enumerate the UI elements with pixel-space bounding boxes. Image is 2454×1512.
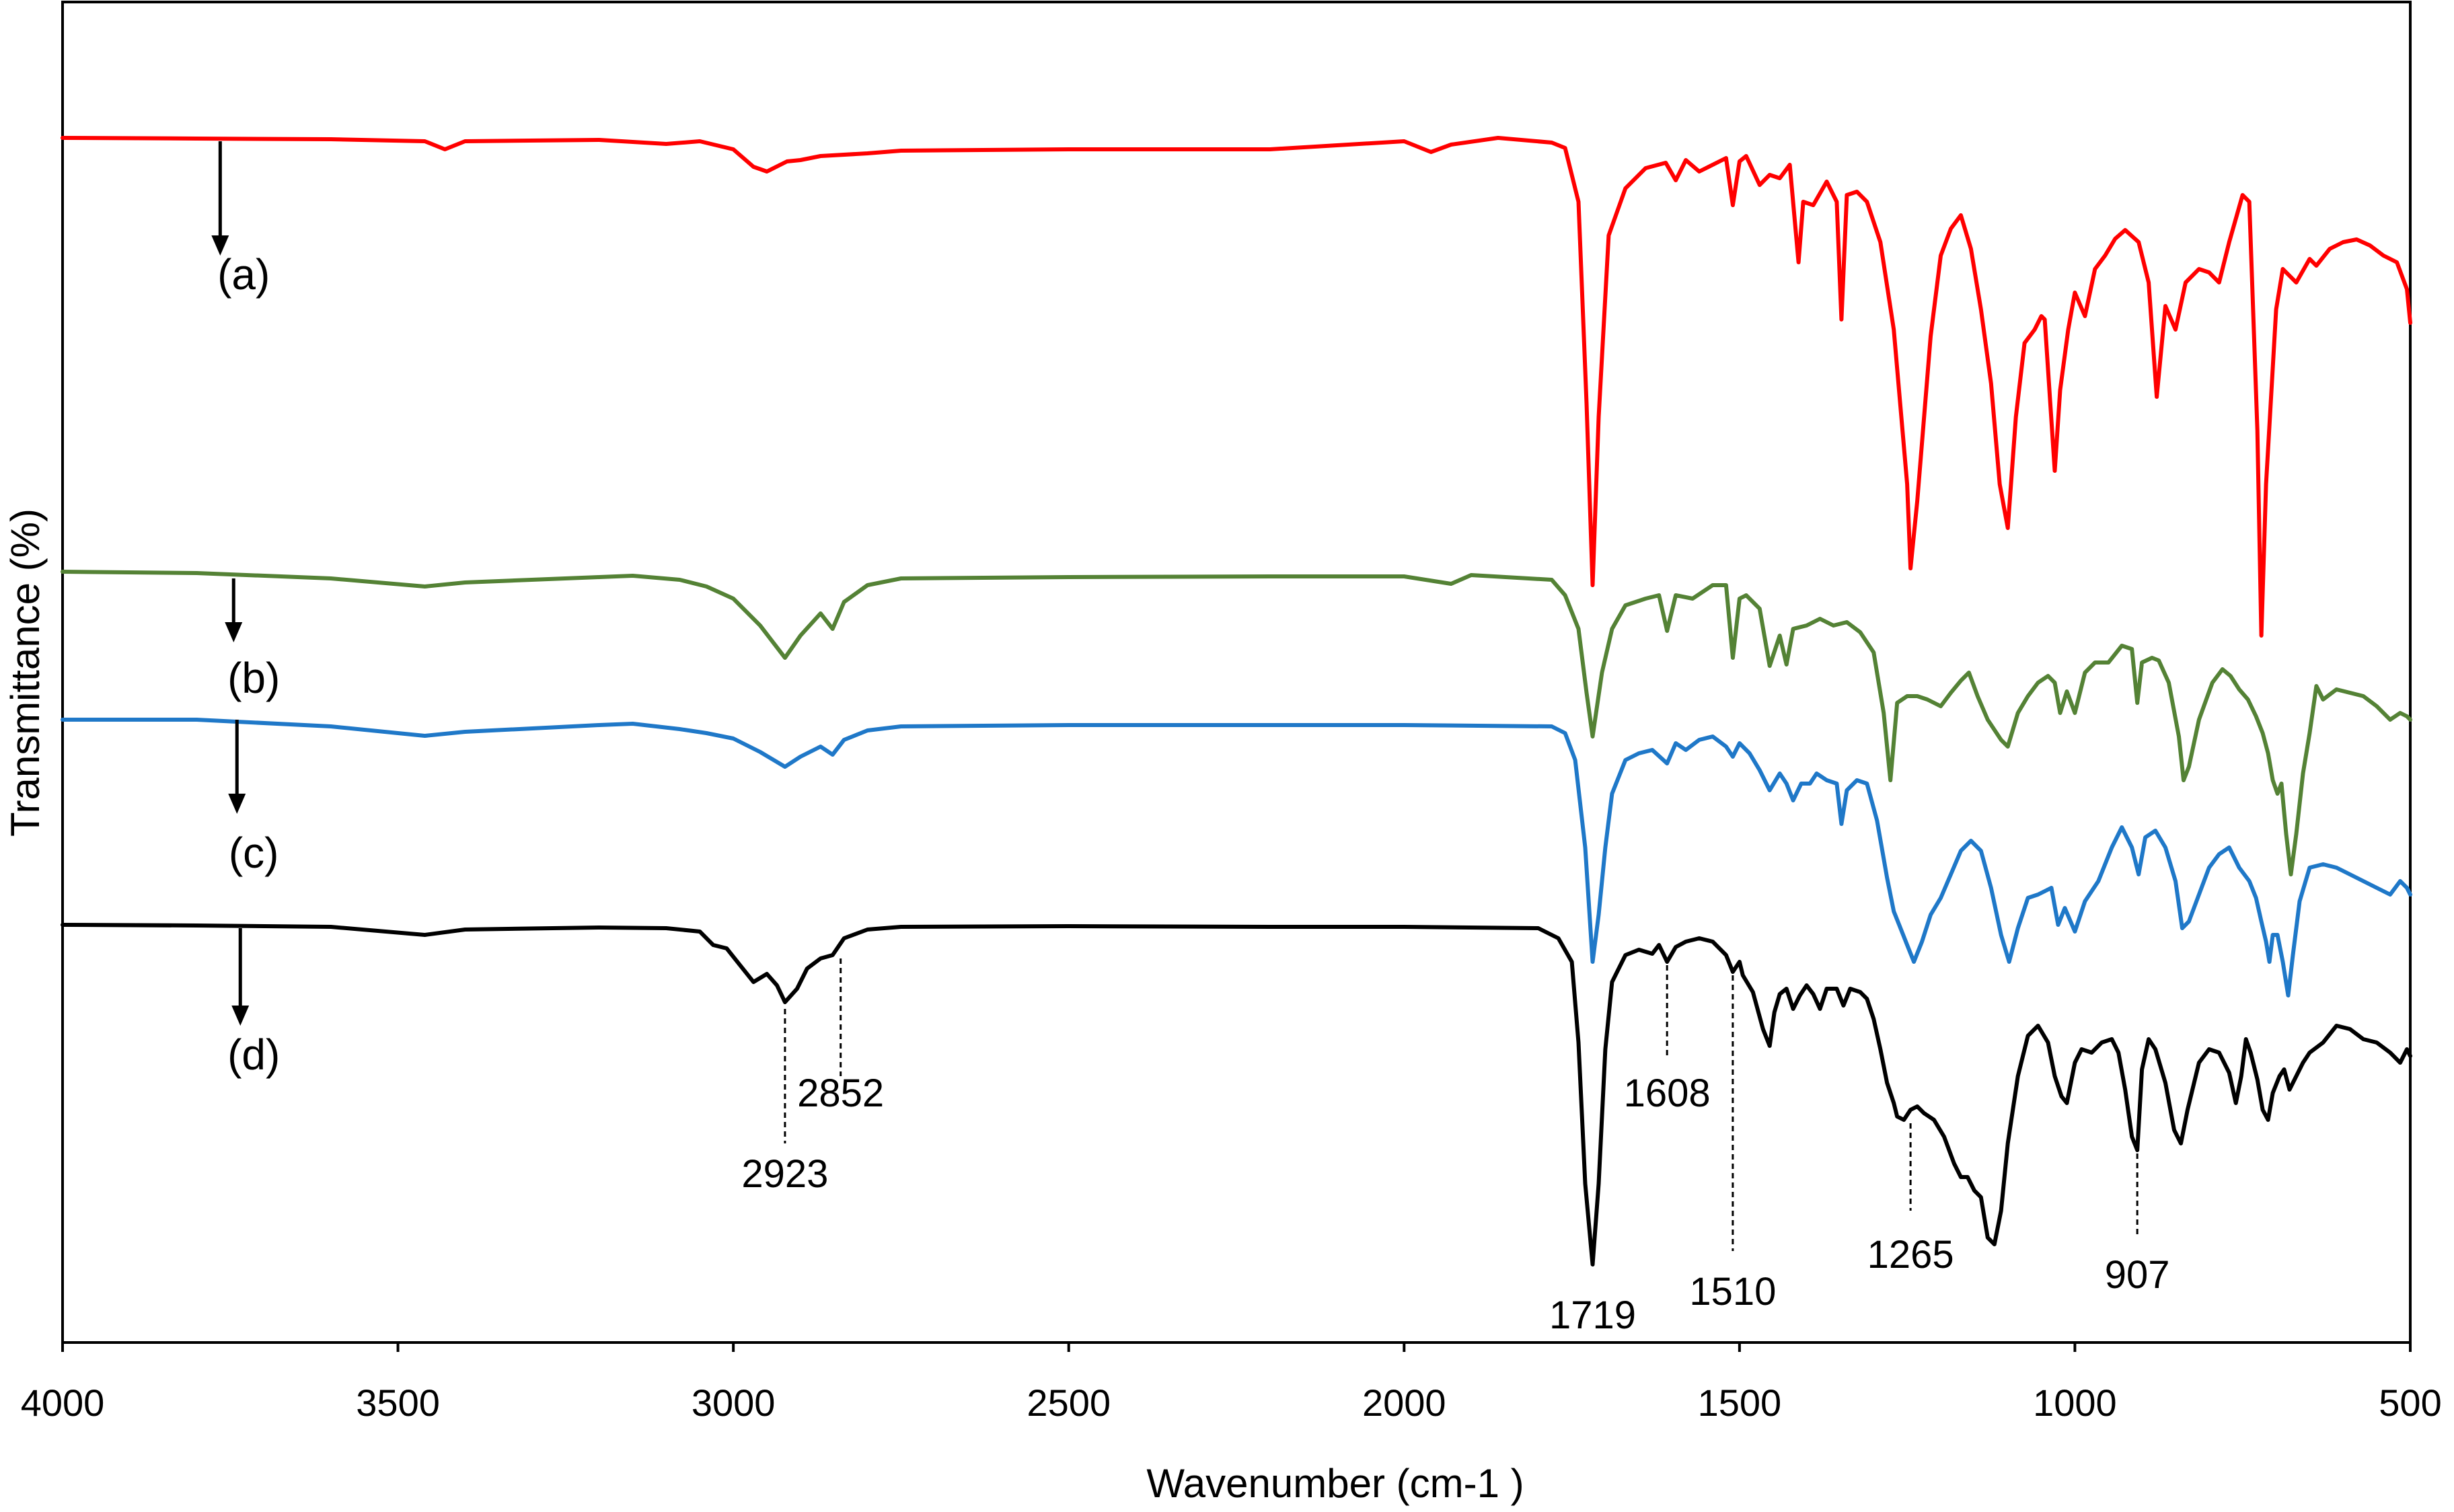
series-label-layer: (a) (b) (c) (d)	[217, 250, 280, 1079]
series-line-b	[61, 570, 2412, 876]
peak-label-2852: 2852	[797, 1071, 884, 1115]
plot-frame	[61, 1, 2412, 1344]
series-label-d: (d)	[227, 1030, 280, 1079]
x-axis-title: Wavenumber (cm-1 )	[1146, 1461, 1524, 1506]
series-arrow-d	[231, 928, 250, 1026]
x-tick-label-3500: 3500	[356, 1382, 440, 1424]
series-layer	[61, 136, 2412, 1267]
peak-label-1510: 1510	[1689, 1270, 1776, 1314]
peak-label-1608: 1608	[1624, 1071, 1711, 1115]
series-arrow-b	[225, 578, 243, 642]
series-arrow-layer	[211, 141, 250, 1026]
peak-annotation-layer: 2923 2852 1719 1608 1510 1265 907	[741, 958, 2170, 1337]
x-tick-label-1000: 1000	[2033, 1382, 2117, 1424]
x-tick-label-1500: 1500	[1698, 1382, 1782, 1424]
series-label-b: (b)	[227, 654, 280, 702]
x-tick-label-4000: 4000	[21, 1382, 105, 1424]
x-tick-label-2000: 2000	[1362, 1382, 1446, 1424]
series-label-c: (c)	[229, 829, 279, 877]
series-line-c	[61, 718, 2412, 997]
series-line-a	[61, 136, 2412, 638]
peak-label-907: 907	[2105, 1253, 2170, 1297]
series-arrow-a	[211, 141, 229, 256]
x-tick-label-layer: 4000 3500 3000 2500 2000 1500 1000 500	[21, 1343, 2442, 1424]
series-arrow-c	[228, 720, 246, 814]
x-tick-label-500: 500	[2379, 1382, 2441, 1424]
peak-label-2923: 2923	[741, 1152, 828, 1196]
x-tick-label-2500: 2500	[1027, 1382, 1111, 1424]
y-axis-title: Transmittance (%)	[3, 508, 48, 837]
x-tick-label-3000: 3000	[692, 1382, 776, 1424]
peak-label-1719: 1719	[1549, 1293, 1636, 1337]
series-line-d	[61, 923, 2412, 1267]
series-label-a: (a)	[217, 250, 270, 299]
peak-label-1265: 1265	[1867, 1233, 1954, 1277]
